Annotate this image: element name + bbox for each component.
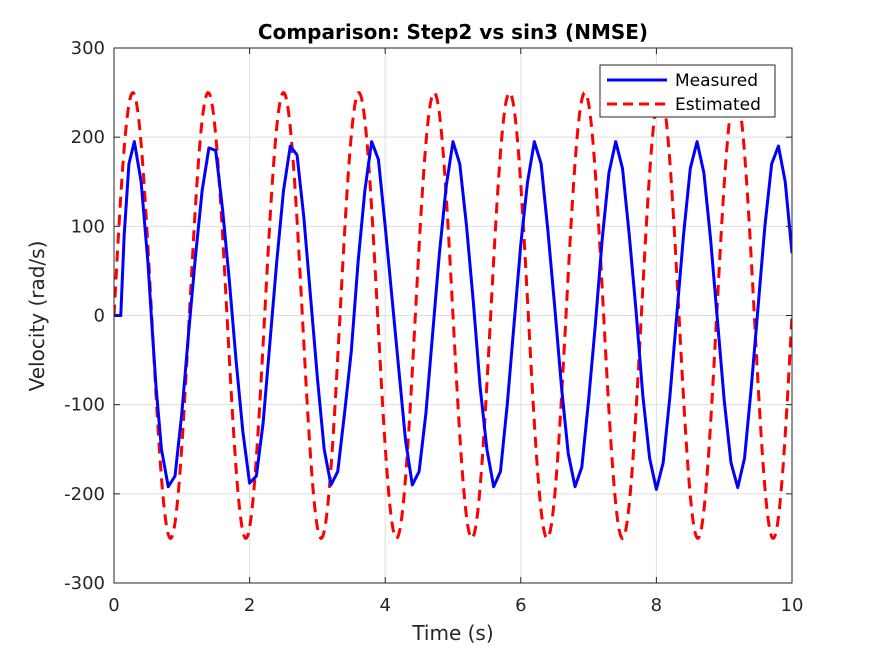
y-tick-label: 100 [71,216,105,237]
y-tick-label: 300 [71,38,105,59]
x-tick-label: 10 [781,595,804,616]
y-tick-label: 0 [94,306,105,327]
legend: Measured Estimated [599,64,776,118]
y-tick-label: 200 [71,127,105,148]
legend-box [599,64,776,118]
chart-title: Comparison: Step2 vs sin3 (NMSE) [258,20,648,44]
x-tick-label: 4 [379,595,390,616]
ticks: 0 2 4 6 8 10 -300 -200 -100 0 100 200 300 [64,38,803,616]
y-tick-label: -100 [64,395,105,416]
series-measured-line [114,140,792,491]
y-tick-label: -200 [64,484,105,505]
y-axis-label: Velocity (rad/s) [25,241,49,392]
plot-area [114,90,792,541]
legend-label-measured: Measured [675,71,758,91]
legend-label-estimated: Estimated [675,95,761,115]
y-tick-label: -300 [64,573,105,594]
x-axis-label: Time (s) [411,621,493,645]
x-tick-label: 0 [108,595,119,616]
x-tick-label: 6 [515,595,526,616]
series-estimated-line [114,90,792,541]
x-tick-label: 8 [651,595,662,616]
x-tick-label: 2 [244,595,255,616]
